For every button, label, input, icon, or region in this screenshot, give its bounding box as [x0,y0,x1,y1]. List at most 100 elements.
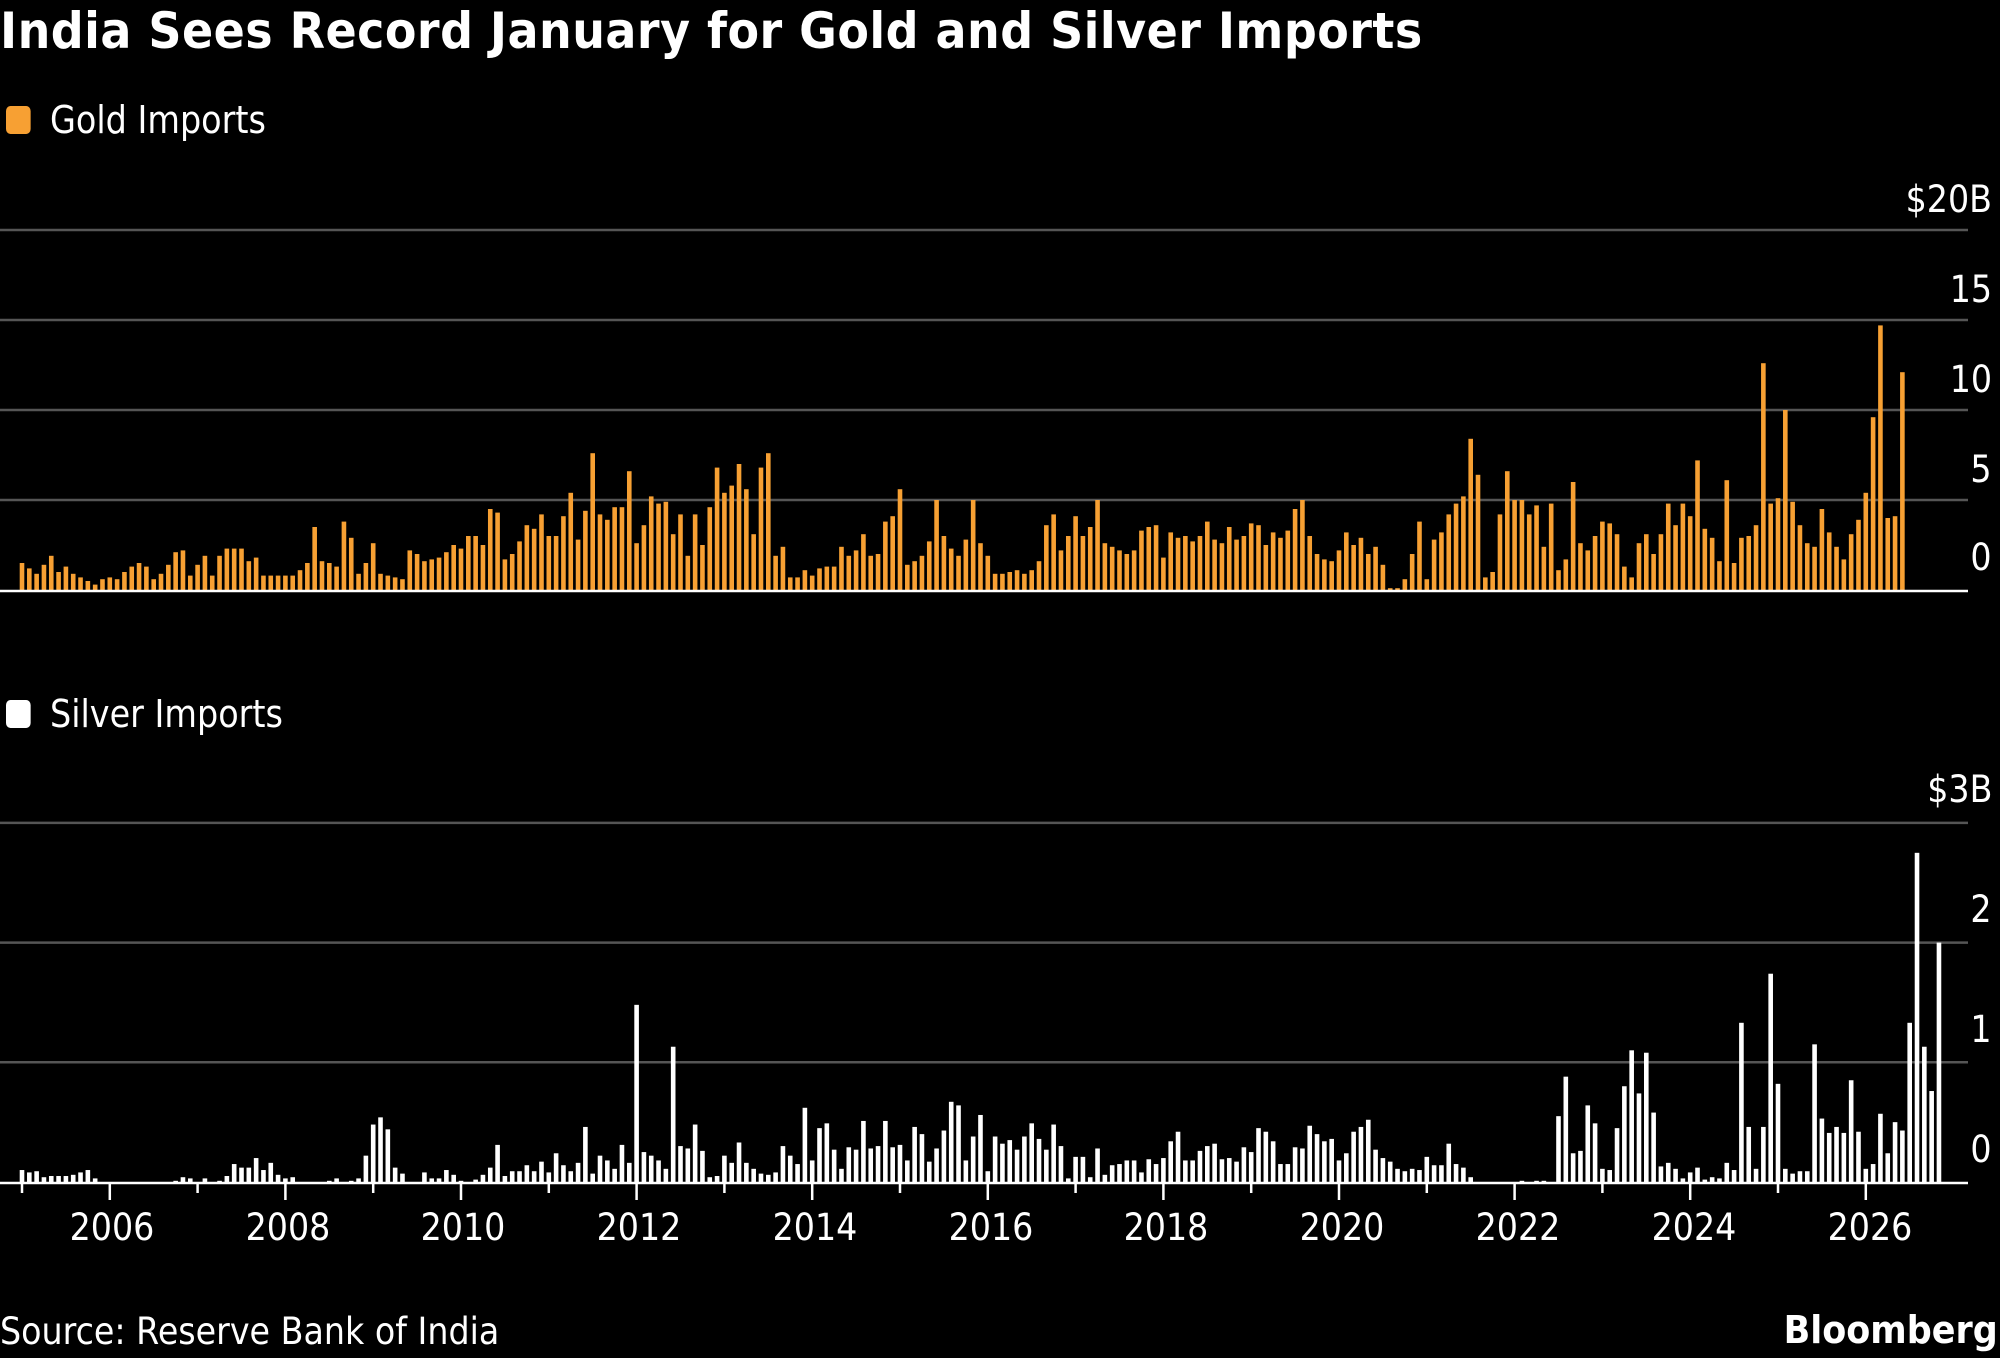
legend-gold-swatch-icon [6,106,31,134]
gold-bar [261,575,266,590]
gold-bar [268,575,274,590]
silver-bar [839,1168,844,1182]
silver-bar [583,1126,588,1182]
gold-bar [1131,550,1137,590]
silver-bar [363,1155,369,1182]
gold-bar [429,559,435,590]
legend-silver-swatch-icon [6,700,31,728]
silver-bar [422,1172,427,1182]
gold-bar [1570,482,1576,590]
gold-bar [700,545,705,590]
x-tick-label: 2016 [948,1206,1034,1249]
silver-bar [1278,1164,1283,1182]
gold-bar [1278,537,1283,590]
gold-bar [370,543,376,590]
gold-ytick-label: 15 [1949,268,1992,311]
gold-bar [524,525,530,590]
silver-bar [1651,1112,1656,1182]
gold-bar [129,566,135,590]
silver-bar [180,1177,186,1182]
gold-bar [1395,588,1400,590]
gold-bar [1314,554,1320,590]
gold-bar [1168,532,1174,590]
gold-bar [758,467,764,590]
gold-bar [1665,503,1671,590]
silver-bar [685,1148,691,1182]
silver-bar [1907,1022,1912,1182]
gold-bar [297,570,303,590]
silver-bar [1570,1153,1576,1182]
silver-bar [1812,1044,1817,1182]
gold-bar [1768,503,1773,590]
silver-bar [400,1173,405,1182]
silver-bar [1065,1178,1071,1182]
silver-bar [846,1147,852,1182]
silver-bar [1556,1116,1561,1182]
gold-bar [539,514,544,590]
silver-bar [1848,1080,1854,1182]
gold-bar [802,570,808,590]
gold-bar [422,561,427,590]
gold-bar [1519,500,1525,590]
silver-bar [63,1176,69,1182]
gold-bar [729,485,735,590]
silver-bar [1746,1126,1752,1182]
gold-bar [1080,536,1086,590]
gold-bar [195,564,200,590]
silver-bar [605,1160,610,1182]
silver-bar [253,1158,259,1182]
gold-bar [1614,534,1620,590]
gold-bar [1717,561,1722,590]
silver-bar [648,1155,654,1182]
silver-bar [919,1134,925,1182]
gold-bar [1885,518,1891,590]
gold-bar [553,536,559,590]
silver-bar [1190,1160,1195,1182]
silver-bar [1402,1171,1408,1182]
gold-bar [348,537,354,590]
silver-bar [1117,1164,1122,1182]
gold-bar [1497,514,1503,590]
silver-bar [1914,852,1920,1182]
silver-bar [1607,1170,1613,1182]
gold-bar [1585,550,1591,590]
silver-bar [546,1172,552,1182]
silver-bar [1439,1165,1444,1182]
gold-bar [495,512,500,590]
gold-bar [48,555,54,590]
silver-bar [1197,1150,1203,1182]
gold-ytick-label: 0 [1970,536,1992,579]
silver-bar [1453,1164,1459,1182]
gold-bar [1687,516,1693,590]
gold-bar [1658,534,1664,590]
gold-bar [231,548,237,590]
gold-bar [795,577,800,590]
silver-bar [1168,1141,1174,1182]
gold-bar [1256,525,1261,590]
gold-bar [305,563,310,590]
silver-bar [1241,1147,1247,1182]
silver-bar [1358,1126,1364,1182]
x-tick-label: 2008 [245,1206,331,1249]
gold-bar [1146,527,1152,590]
gold-bar [1446,514,1452,590]
gold-bar [1292,509,1298,590]
gold-bar [27,568,32,590]
silver-bar [1139,1172,1144,1182]
gold-bar [590,453,595,590]
gold-bar [356,573,361,590]
silver-bar [1461,1167,1466,1182]
gold-bar [1526,514,1532,590]
gold-bar [1263,545,1269,590]
gold-bar [1205,521,1210,590]
silver-bar [385,1129,391,1182]
silver-bar [41,1177,47,1182]
gold-bar [926,541,932,590]
gold-bar [1234,539,1239,590]
gold-bar [487,509,493,590]
chart-title: India Sees Record January for Gold and S… [0,2,1423,60]
silver-bar [868,1148,874,1182]
gold-bar [1058,550,1064,590]
silver-bar [1929,1091,1934,1182]
